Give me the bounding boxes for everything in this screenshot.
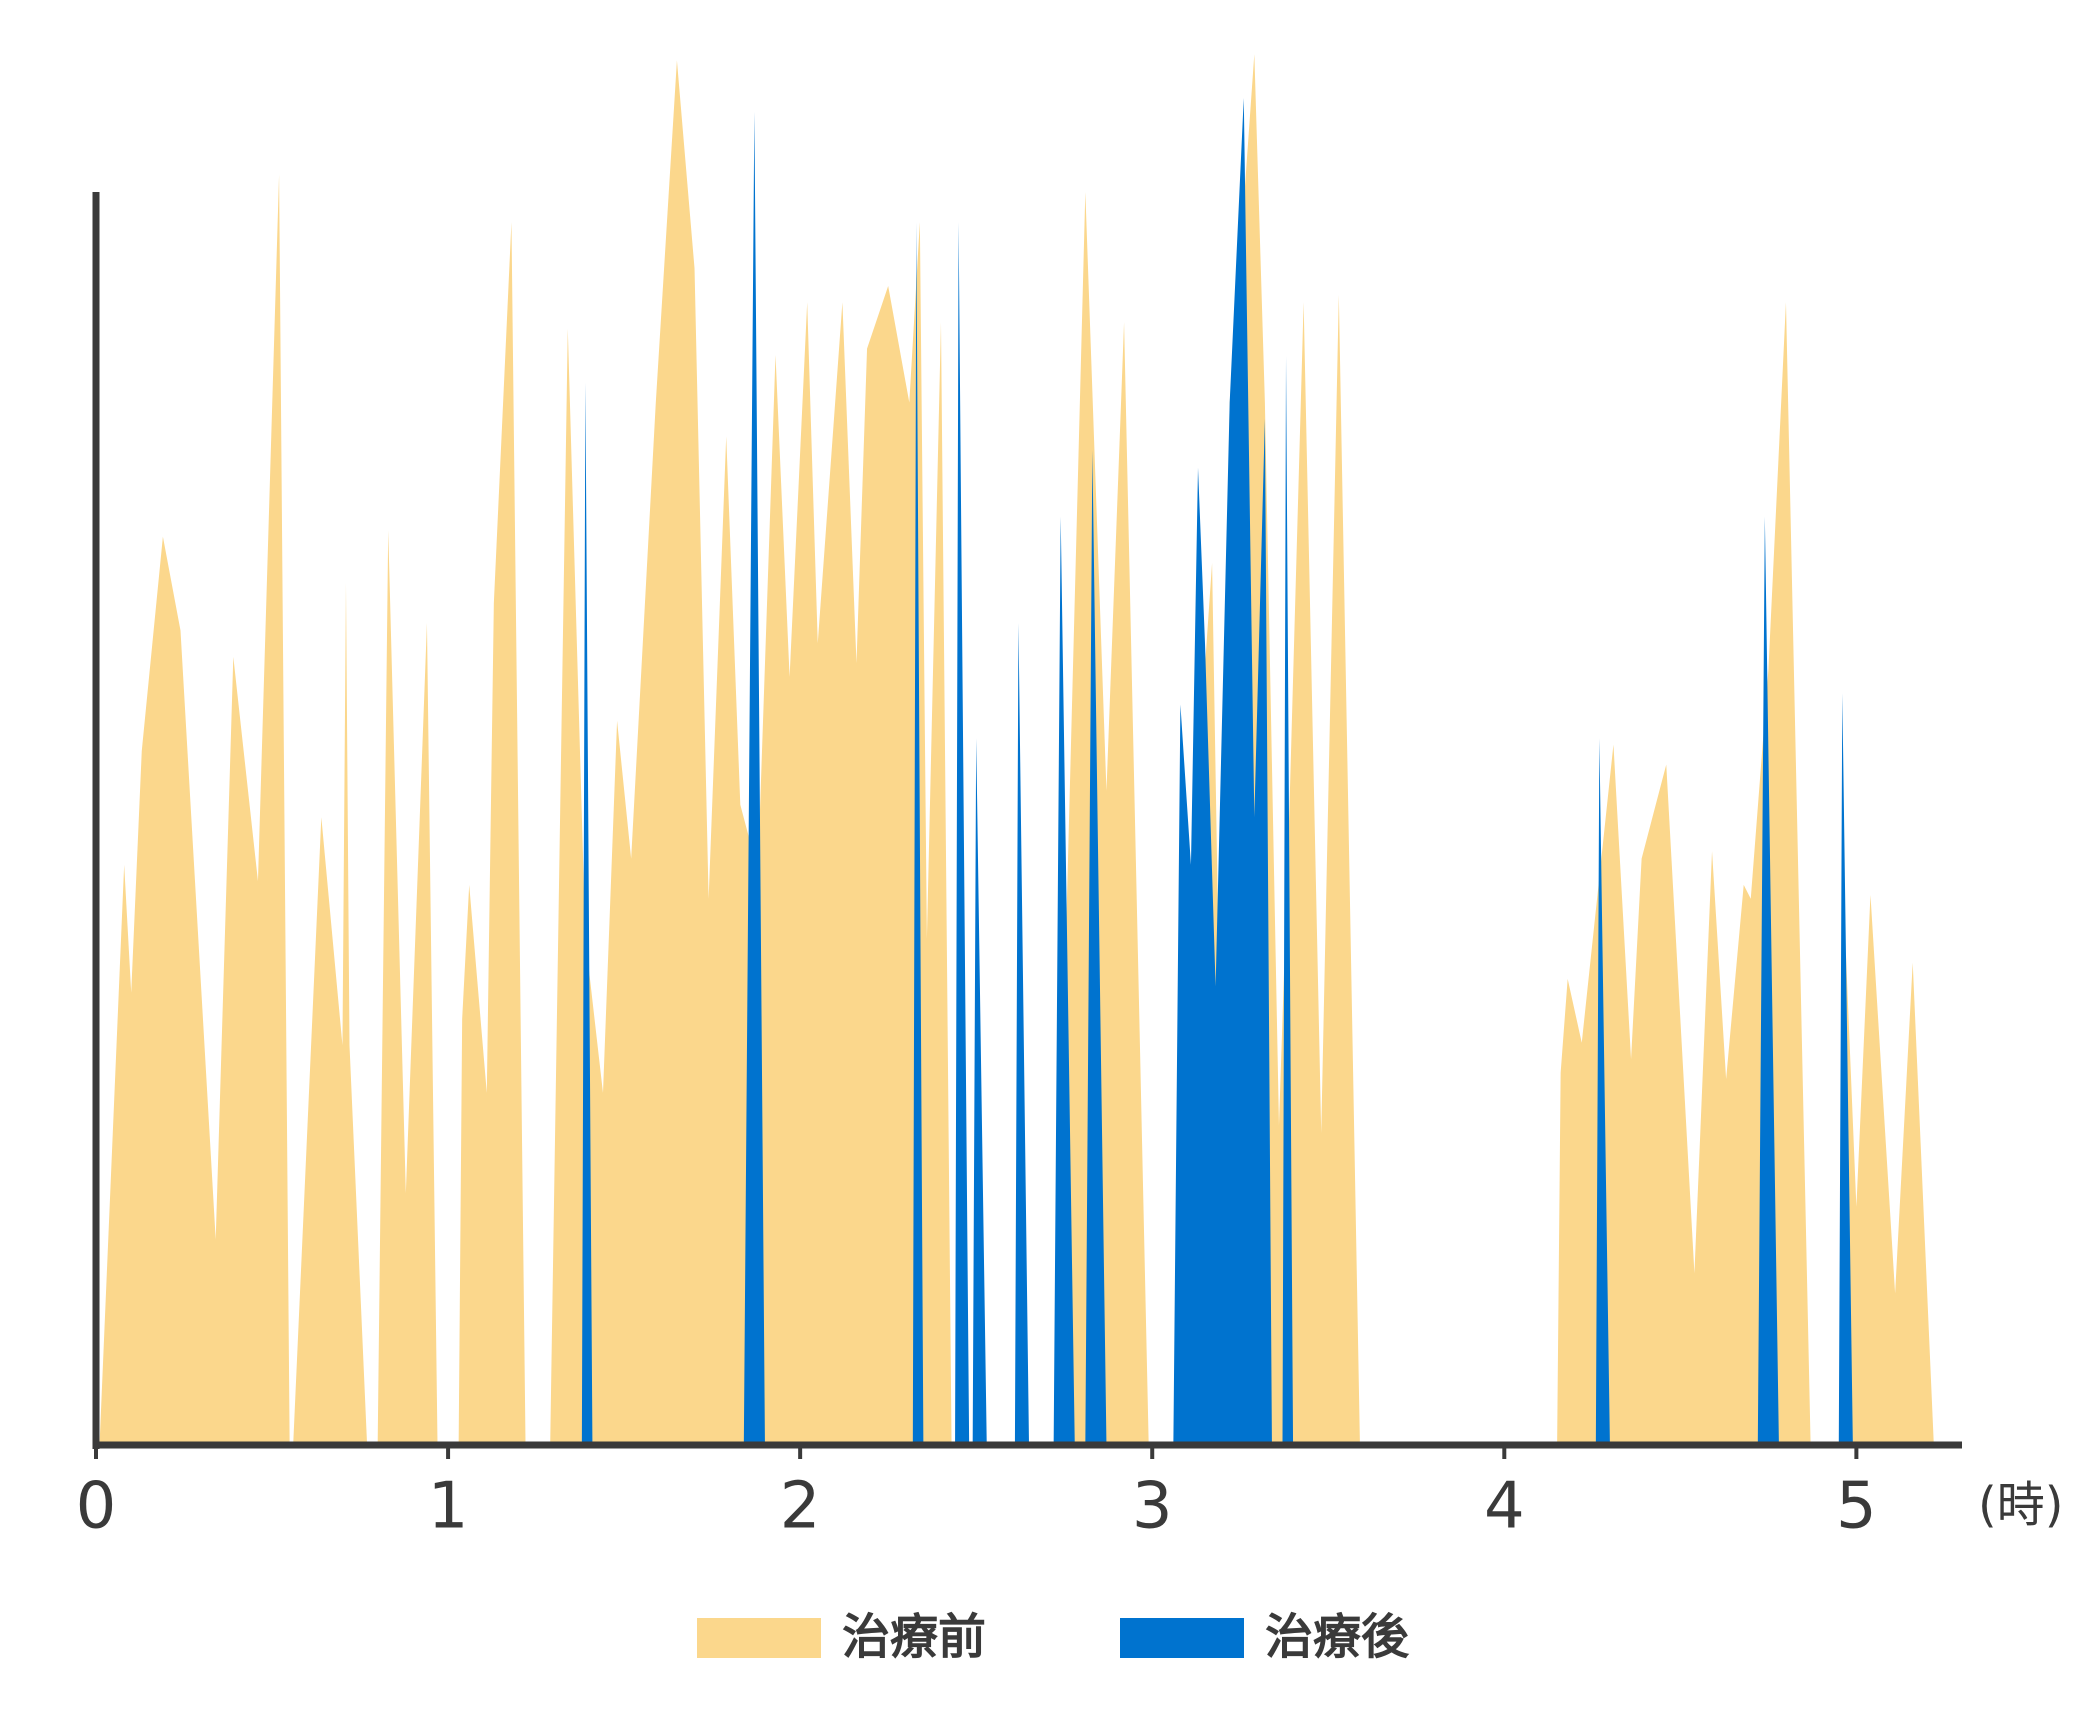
x-tick-label: 0: [76, 1470, 117, 1544]
x-tick-label: 2: [780, 1470, 821, 1544]
area: [581, 98, 1853, 1445]
legend-label: 治療前: [842, 1609, 986, 1665]
legend-swatch: [1120, 1618, 1244, 1658]
x-tick-label: 4: [1484, 1470, 1525, 1544]
legend-label: 治療後: [1265, 1609, 1410, 1665]
x-tick-label: 1: [428, 1470, 469, 1544]
x-tick-label: 5: [1836, 1470, 1877, 1544]
x-tick-label: 3: [1132, 1470, 1173, 1544]
legend-swatch: [697, 1618, 821, 1658]
area: [99, 54, 1934, 1445]
x-axis-label: (時): [1978, 1477, 2063, 1533]
